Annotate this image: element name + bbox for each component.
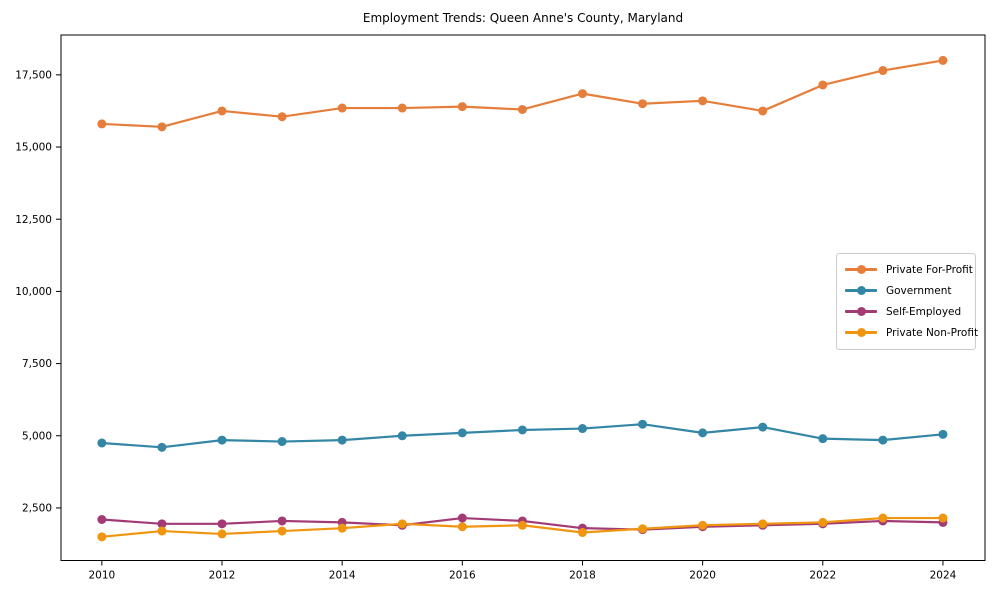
data-point-self-employed	[217, 519, 227, 529]
data-point-private-non-profit	[818, 517, 828, 527]
data-point-private-for-profit	[878, 66, 888, 76]
data-point-private-non-profit	[337, 523, 347, 533]
data-point-private-for-profit	[337, 103, 347, 113]
data-point-government	[517, 425, 527, 435]
y-tick-label: 5,000	[22, 430, 52, 442]
data-point-private-non-profit	[217, 529, 227, 539]
data-point-government	[457, 428, 467, 438]
legend-line-marker-icon	[845, 285, 877, 295]
x-tick-label: 2022	[809, 570, 836, 582]
data-point-private-for-profit	[457, 102, 467, 112]
data-point-self-employed	[277, 516, 287, 526]
data-point-private-non-profit	[397, 519, 407, 529]
x-tick-label: 2018	[569, 570, 596, 582]
y-tick-label: 2,500	[22, 503, 52, 515]
data-point-government	[157, 442, 167, 452]
data-point-government	[818, 434, 828, 444]
x-tick-label: 2014	[329, 570, 356, 582]
data-point-self-employed	[97, 514, 107, 524]
data-point-government	[397, 431, 407, 441]
data-point-private-for-profit	[638, 99, 648, 109]
data-point-private-for-profit	[97, 119, 107, 129]
series-line-private-for-profit	[100, 59, 945, 128]
data-point-private-non-profit	[878, 513, 888, 523]
data-point-private-for-profit	[397, 103, 407, 113]
data-point-government	[277, 437, 287, 447]
data-point-private-non-profit	[277, 526, 287, 536]
data-point-self-employed	[157, 519, 167, 529]
data-point-private-non-profit	[758, 519, 768, 529]
data-point-government	[698, 428, 708, 438]
legend-item-self-employed: Self-Employed	[845, 301, 967, 322]
data-point-private-non-profit	[97, 532, 107, 542]
x-tick-label: 2024	[930, 570, 957, 582]
data-point-government	[577, 424, 587, 434]
legend-label: Private For-Profit	[886, 263, 973, 276]
data-point-private-non-profit	[638, 524, 648, 534]
legend-line-marker-icon	[845, 264, 877, 274]
data-point-private-non-profit	[938, 513, 948, 523]
y-tick-label: 12,500	[15, 214, 52, 226]
data-point-private-non-profit	[577, 527, 587, 537]
legend-label: Private Non-Profit	[886, 326, 979, 339]
x-tick-label: 2012	[209, 570, 236, 582]
data-point-private-for-profit	[698, 96, 708, 106]
data-point-private-for-profit	[517, 104, 527, 114]
legend-item-private-for-profit: Private For-Profit	[845, 259, 973, 280]
data-point-self-employed	[457, 513, 467, 523]
data-point-government	[758, 422, 768, 432]
y-tick-label: 15,000	[15, 142, 52, 154]
legend-line-marker-icon	[845, 327, 877, 337]
data-point-private-for-profit	[217, 106, 227, 116]
data-point-private-non-profit	[698, 520, 708, 530]
data-point-private-for-profit	[157, 122, 167, 132]
data-point-private-for-profit	[577, 89, 587, 99]
data-point-private-for-profit	[758, 106, 768, 116]
y-tick-label: 17,500	[15, 69, 52, 81]
data-point-government	[638, 419, 648, 429]
legend-item-government: Government	[845, 280, 967, 301]
axes-border	[60, 34, 986, 561]
data-point-government	[97, 438, 107, 448]
legend-box: Private For-Profit Government Self-Emplo…	[836, 253, 978, 350]
data-point-private-non-profit	[517, 520, 527, 530]
data-point-private-non-profit	[457, 522, 467, 532]
legend-label: Self-Employed	[886, 305, 962, 318]
legend-item-private-non-profit: Private Non-Profit	[845, 322, 978, 343]
data-point-government	[938, 429, 948, 439]
legend-label: Government	[886, 284, 952, 297]
chart-title: Employment Trends: Queen Anne's County, …	[362, 11, 684, 25]
x-tick-label: 2016	[449, 570, 476, 582]
y-tick-label: 7,500	[22, 358, 52, 370]
data-point-private-for-profit	[277, 112, 287, 122]
legend-line-marker-icon	[845, 306, 877, 316]
data-point-private-for-profit	[818, 80, 828, 90]
x-tick-label: 2020	[689, 570, 716, 582]
data-point-government	[217, 435, 227, 445]
data-point-private-for-profit	[938, 55, 948, 65]
data-point-private-non-profit	[157, 526, 167, 536]
data-point-government	[878, 435, 888, 445]
y-tick-label: 10,000	[15, 286, 52, 298]
data-point-government	[337, 435, 347, 445]
x-tick-label: 2010	[88, 570, 115, 582]
